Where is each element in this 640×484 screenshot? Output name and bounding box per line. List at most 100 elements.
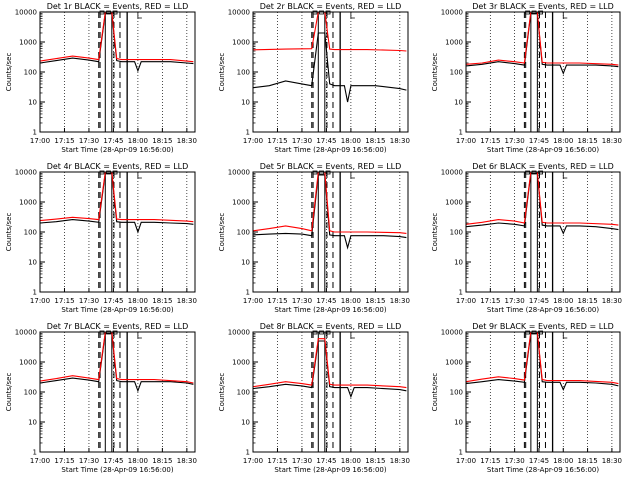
x-tick-label: 18:15 [577,457,597,465]
lld-series-line [465,331,619,385]
y-tick-label: 1 [246,449,250,457]
y-tick-label: 1 [459,129,463,137]
plot-title: Det 7r BLACK = Events, RED = LLD [47,322,189,331]
x-tick-label: 17:15 [480,297,500,305]
x-tick-label: 18:30 [390,457,410,465]
y-axis-label: Counts/sec [218,53,226,92]
top-marker [137,12,142,19]
y-tick-label: 1000 [445,359,463,367]
x-tick-label: 18:15 [577,137,597,145]
x-axis-label: Start Time (28-Apr-09 16:56:00) [274,306,386,314]
plot-frame [465,331,621,453]
x-tick-label: 17:45 [316,297,336,305]
x-tick-label: 17:45 [103,137,123,145]
y-tick-label: 100 [237,229,250,237]
x-axis-label: Start Time (28-Apr-09 16:56:00) [487,466,599,474]
y-tick-label: 1000 [19,39,37,47]
top-marker [137,332,142,339]
plot-title: Det 8r BLACK = Events, RED = LLD [260,322,402,331]
x-tick-label: 17:00 [30,137,50,145]
x-axis-label: Start Time (28-Apr-09 16:56:00) [274,466,386,474]
y-tick-label: 1000 [445,199,463,207]
x-tick-label: 17:00 [456,457,476,465]
y-axis-label: Counts/sec [5,373,13,412]
x-tick-label: 18:15 [365,297,385,305]
y-tick-label: 10000 [15,169,37,177]
plot-frame [39,171,196,293]
y-tick-label: 10000 [228,9,250,17]
y-axis-label: Counts/sec [218,373,226,412]
y-tick-label: 100 [24,69,37,77]
x-tick-label: 18:30 [390,137,410,145]
lld-series-line [465,11,619,66]
x-axis-label: Start Time (28-Apr-09 16:56:00) [61,466,173,474]
y-tick-label: 10 [454,259,463,267]
y-tick-label: 10 [28,99,37,107]
x-tick-label: 17:45 [316,137,336,145]
plot-title: Det 3r BLACK = Events, RED = LLD [472,2,614,11]
y-tick-label: 1000 [232,39,250,47]
y-tick-label: 10 [28,419,37,427]
plot-title: Det 2r BLACK = Events, RED = LLD [260,2,402,11]
x-tick-label: 18:30 [602,137,622,145]
y-tick-label: 1 [33,449,37,457]
x-tick-label: 18:00 [128,137,148,145]
x-tick-label: 18:00 [128,297,148,305]
y-tick-label: 1 [246,289,250,297]
y-tick-label: 1 [33,289,37,297]
x-axis-label: Start Time (28-Apr-09 16:56:00) [487,306,599,314]
x-tick-label: 17:00 [243,297,263,305]
x-tick-label: 17:45 [529,457,549,465]
x-tick-label: 18:15 [365,457,385,465]
x-tick-label: 17:45 [103,297,123,305]
plot-frame [465,171,621,293]
top-marker [350,332,355,339]
x-tick-label: 17:15 [54,137,74,145]
y-tick-label: 1 [246,129,250,137]
x-tick-label: 18:00 [128,457,148,465]
x-tick-label: 18:00 [341,457,361,465]
top-marker [562,12,568,19]
y-axis-label: Counts/sec [431,213,439,252]
top-marker [350,172,355,179]
x-tick-label: 18:00 [341,137,361,145]
x-tick-label: 18:00 [553,297,573,305]
lld-series-line [252,171,407,234]
x-tick-label: 18:15 [577,297,597,305]
y-axis-label: Counts/sec [5,53,13,92]
y-tick-label: 10 [241,259,250,267]
plot-frame [39,331,196,453]
plot-frame [39,11,196,133]
y-tick-label: 10000 [228,329,250,337]
x-tick-label: 17:45 [529,137,549,145]
y-tick-label: 10 [454,99,463,107]
plot-title: Det 4r BLACK = Events, RED = LLD [47,162,189,171]
x-tick-label: 18:30 [177,457,197,465]
y-tick-label: 100 [237,389,250,397]
x-tick-label: 18:30 [602,457,622,465]
x-tick-label: 17:15 [267,457,287,465]
top-marker [562,172,568,179]
y-tick-label: 100 [450,229,463,237]
y-tick-label: 1 [33,129,37,137]
x-tick-label: 17:45 [316,457,336,465]
x-tick-label: 17:00 [243,137,263,145]
y-axis-label: Counts/sec [5,213,13,252]
x-axis-label: Start Time (28-Apr-09 16:56:00) [274,146,386,154]
x-axis-label: Start Time (28-Apr-09 16:56:00) [61,146,173,154]
plot-title: Det 1r BLACK = Events, RED = LLD [47,2,189,11]
top-marker [562,332,568,339]
x-axis-label: Start Time (28-Apr-09 16:56:00) [487,146,599,154]
x-tick-label: 17:00 [243,457,263,465]
y-tick-label: 1000 [19,199,37,207]
plot-title: Det 6r BLACK = Events, RED = LLD [472,162,614,171]
events-series-line [465,172,619,235]
y-axis-label: Counts/sec [218,213,226,252]
y-tick-label: 10000 [15,9,37,17]
y-tick-label: 1000 [232,199,250,207]
events-series-line [465,332,619,391]
x-tick-label: 17:15 [54,297,74,305]
y-tick-label: 10000 [441,169,463,177]
